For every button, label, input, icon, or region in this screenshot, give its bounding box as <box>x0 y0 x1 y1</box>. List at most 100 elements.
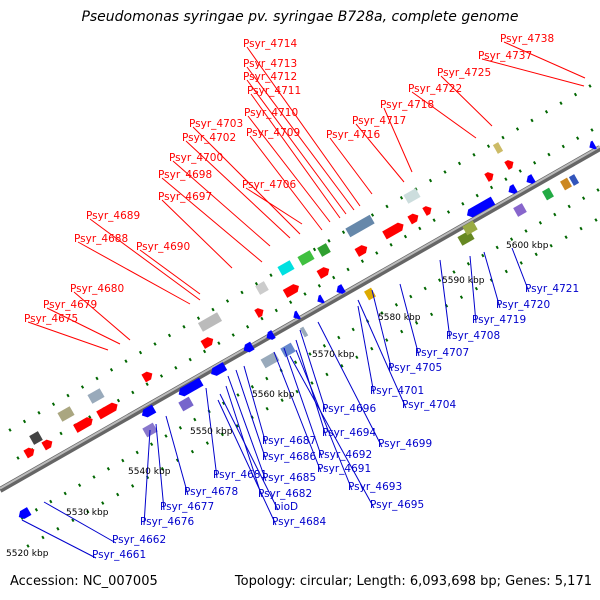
top-strand-gene-label: Psyr_4738 <box>500 33 554 45</box>
inner-top-tick <box>518 169 522 173</box>
outer-tick <box>515 127 520 131</box>
inner-top-tick <box>475 193 479 198</box>
top-strand-gene-label: Psyr_4700 <box>169 152 223 164</box>
forward-gene-block <box>504 160 514 170</box>
bottom-strand-leader-line <box>357 305 375 395</box>
bottom-strand-leader-line <box>283 347 323 459</box>
reverse-gene-block <box>589 140 597 150</box>
bottom-strand-gene-label: Psyr_4681 <box>213 469 267 481</box>
bottom-strand-gene-label: Psyr_4721 <box>525 283 579 295</box>
outer-bottom-tick <box>190 449 195 454</box>
bottom-strand-leader-line <box>235 369 267 461</box>
top-strand-leader-line <box>161 177 263 263</box>
ruler-group: 5520 kbp 5530 kbp 5540 kbp 5550 kbp 5560 kbp… <box>6 241 549 559</box>
inner-top-tick <box>260 316 264 321</box>
inner-bottom-tick <box>423 286 427 291</box>
outer-bottom-tick <box>265 406 269 411</box>
reverse-gene-block <box>18 507 32 519</box>
outer-bottom-tick <box>385 338 389 342</box>
inner-bottom-tick <box>178 426 183 430</box>
outer-tick <box>182 325 186 329</box>
inner-bottom-tick <box>495 245 499 250</box>
top-strand-leader-line <box>172 160 271 247</box>
outer-tick <box>370 213 375 217</box>
top-strand-leader-line <box>161 199 233 269</box>
inner-top-tick <box>446 210 451 214</box>
top-strand-gene-label: Psyr_4697 <box>158 191 212 203</box>
genome-backbone <box>0 145 600 493</box>
top-strand-leader-line <box>245 187 303 225</box>
outer-bottom-tick <box>459 295 464 300</box>
misc-feature-block <box>513 203 527 217</box>
bottom-strand-leader-line <box>299 329 327 413</box>
bottom-strand-gene-label: Psyr_4684 <box>272 516 326 528</box>
top-strand-gene-label: Psyr_4712 <box>243 71 297 83</box>
outer-tick <box>457 161 462 166</box>
top-strand-leader-line <box>329 137 373 195</box>
outer-tick <box>327 239 331 243</box>
bottom-strand-gene-label: Psyr_4678 <box>184 486 238 498</box>
reverse-gene-block <box>243 341 255 353</box>
misc-feature-block <box>403 188 421 204</box>
top-strand-leader-line <box>27 321 109 351</box>
top-strand-gene-label: Psyr_4706 <box>242 179 296 191</box>
bottom-strand-leader-line <box>217 399 277 526</box>
outer-tick <box>109 368 114 372</box>
bottom-strand-gene-label: Psyr_4682 <box>258 488 312 500</box>
inner-top-tick <box>174 366 178 370</box>
forward-gene-block <box>200 337 214 349</box>
misc-feature-block <box>29 431 43 445</box>
bottom-strand-gene-label: Psyr_4695 <box>370 499 424 511</box>
misc-feature-block <box>280 342 296 358</box>
forward-gene-block <box>484 172 494 182</box>
inner-top-tick <box>59 431 63 436</box>
bottom-strand-leader-line <box>295 349 353 491</box>
bottom-strand-gene-label: Psyr_4693 <box>348 481 402 493</box>
inner-top-tick <box>289 300 293 304</box>
forward-gene-block <box>422 206 432 216</box>
misc-feature-block <box>560 177 572 191</box>
inner-bottom-tick <box>380 311 384 315</box>
top-strand-gene-label: Psyr_4689 <box>86 210 140 222</box>
outer-tick <box>124 359 128 363</box>
forward-gene-block <box>141 371 153 383</box>
misc-feature-block <box>255 281 269 295</box>
bottom-strand-gene-label: Psyr_4720 <box>496 299 550 311</box>
top-strand-leader-line <box>192 126 301 235</box>
forward-gene-block <box>282 284 299 298</box>
inner-bottom-tick <box>193 417 197 422</box>
outer-tick <box>501 135 505 140</box>
top-strand-leader-line <box>440 75 493 127</box>
outer-bottom-tick <box>26 544 30 548</box>
inner-top-tick <box>116 398 121 403</box>
bottom-strand-leader-line <box>483 251 501 309</box>
outer-bottom-tick <box>519 261 523 265</box>
outer-bottom-tick <box>160 466 165 471</box>
top-strand-gene-label: Psyr_4688 <box>74 233 128 245</box>
top-strand-leader-line <box>481 58 585 87</box>
misc-feature-block <box>178 396 194 412</box>
bottom-strand-leader-line <box>227 375 267 482</box>
inner-top-tick <box>403 234 408 239</box>
bottom-strand-gene-label: Psyr_4677 <box>160 501 214 513</box>
outer-tick <box>312 247 317 252</box>
outer-tick <box>95 376 99 381</box>
inner-bottom-tick <box>524 229 528 233</box>
outer-bottom-tick <box>310 381 314 385</box>
reverse-gene-block <box>293 310 301 320</box>
inner-top-tick <box>389 243 393 247</box>
reverse-gene-block <box>317 294 325 304</box>
outer-bottom-tick <box>370 346 374 351</box>
outer-bottom-tick <box>101 501 105 505</box>
forward-gene-block <box>73 417 93 433</box>
bottom-strand-leader-line <box>143 429 151 526</box>
misc-feature-block <box>568 174 580 186</box>
outer-bottom-tick <box>474 286 479 291</box>
inner-top-tick <box>217 341 221 345</box>
top-strand-gene-label: Psyr_4717 <box>352 115 406 127</box>
ruler-tick-label: 5560 kbp <box>252 390 295 400</box>
outer-bottom-tick <box>564 235 568 239</box>
bottom-strand-gene-label: Psyr_4662 <box>112 534 166 546</box>
top-strand-gene-label: Psyr_4718 <box>380 99 434 111</box>
outer-tick <box>254 282 259 286</box>
